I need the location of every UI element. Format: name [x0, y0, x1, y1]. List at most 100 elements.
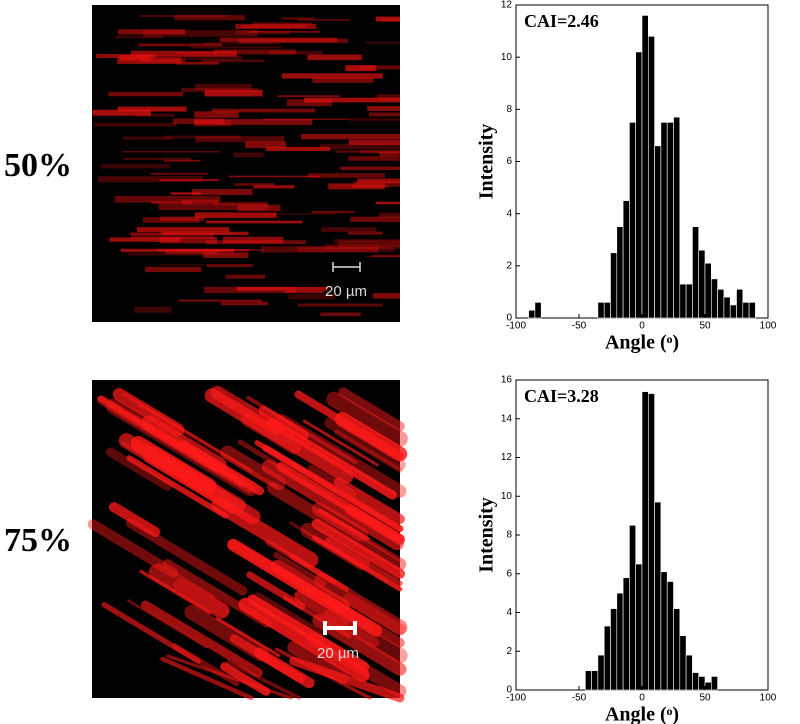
x-tick-label: 50 — [699, 321, 711, 332]
fiber — [142, 217, 200, 223]
x-tick-label: 50 — [699, 693, 711, 704]
fiber — [108, 502, 161, 538]
fiber — [375, 201, 400, 205]
fiber — [304, 97, 400, 103]
fiber — [345, 65, 376, 72]
fiber — [334, 429, 403, 473]
fiber — [194, 212, 277, 218]
fiber — [206, 264, 253, 268]
fiber — [288, 293, 335, 300]
fiber — [222, 236, 284, 244]
fiber — [262, 444, 404, 533]
fiber — [347, 231, 383, 235]
fiber — [134, 113, 175, 117]
fiber — [353, 181, 400, 187]
bar — [692, 226, 700, 319]
fiber — [348, 139, 400, 145]
scale-bar — [323, 621, 357, 635]
fiber — [160, 216, 205, 221]
fiber — [236, 286, 328, 291]
bar — [736, 289, 744, 319]
y-axis-label: Intensity — [476, 497, 498, 573]
fiber — [349, 118, 400, 121]
fiber — [277, 95, 340, 97]
fiber — [302, 419, 379, 467]
bar — [698, 676, 706, 691]
fiber — [328, 183, 385, 190]
bar — [710, 278, 718, 319]
row-label: 50% — [4, 147, 72, 184]
bar — [704, 681, 712, 691]
fiber — [320, 312, 361, 317]
fiber — [127, 599, 208, 649]
fiber — [105, 447, 172, 491]
bar — [704, 262, 712, 319]
fiber — [204, 89, 263, 97]
bar — [629, 122, 637, 319]
fiber — [225, 274, 266, 279]
y-tick-label: 0 — [506, 685, 512, 696]
fiber — [253, 185, 295, 189]
bar — [717, 289, 725, 319]
fiber — [150, 173, 209, 175]
fiber — [312, 535, 403, 592]
fiber — [158, 203, 269, 211]
fiber — [112, 388, 185, 437]
fiber — [248, 30, 321, 33]
fiber — [325, 537, 403, 587]
fiber — [235, 23, 317, 30]
x-tick-label: -100 — [506, 321, 526, 332]
fiber — [190, 46, 283, 49]
micrograph — [87, 380, 408, 703]
fiber — [214, 201, 268, 206]
fiber — [357, 178, 400, 184]
fiber — [145, 266, 202, 273]
fiber — [164, 135, 241, 139]
bar — [685, 283, 693, 319]
fiber — [367, 106, 400, 112]
bar — [710, 676, 718, 691]
y-tick-label: 2 — [506, 260, 512, 271]
annotation: CAI=3.28 — [524, 386, 599, 406]
y-tick-label: 8 — [506, 104, 512, 115]
fiber — [116, 35, 163, 39]
fiber — [123, 158, 191, 160]
fiber — [101, 602, 202, 664]
fiber — [108, 92, 184, 97]
fiber — [326, 391, 408, 447]
fiber — [284, 290, 324, 293]
bar — [635, 563, 643, 691]
fiber — [293, 590, 349, 628]
bar — [597, 302, 605, 319]
micrograph — [92, 5, 400, 322]
fiber — [297, 246, 394, 252]
fiber — [138, 43, 222, 47]
fiber — [348, 156, 400, 161]
fiber — [105, 398, 259, 497]
fiber — [203, 252, 249, 259]
bar — [534, 302, 542, 319]
bar — [635, 51, 643, 319]
x-tick-label: -50 — [572, 693, 587, 704]
bar — [748, 302, 756, 319]
fiber — [261, 246, 379, 253]
fiber — [258, 405, 309, 441]
fiber — [170, 192, 201, 195]
y-tick-label: 4 — [506, 607, 512, 618]
fiber — [301, 133, 400, 140]
fiber — [237, 439, 289, 473]
fiber — [98, 176, 203, 183]
scale-bar — [332, 262, 361, 272]
fiber — [120, 248, 234, 253]
bar — [616, 226, 624, 319]
fiber — [109, 237, 181, 242]
fiber — [138, 55, 242, 61]
fiber — [235, 30, 291, 35]
x-tick-label: 100 — [760, 693, 777, 704]
bar — [654, 145, 662, 319]
fiber — [159, 236, 218, 244]
fiber — [100, 164, 171, 169]
y-tick-label: 12 — [501, 0, 513, 11]
fiber — [204, 286, 297, 293]
bar — [647, 393, 655, 691]
